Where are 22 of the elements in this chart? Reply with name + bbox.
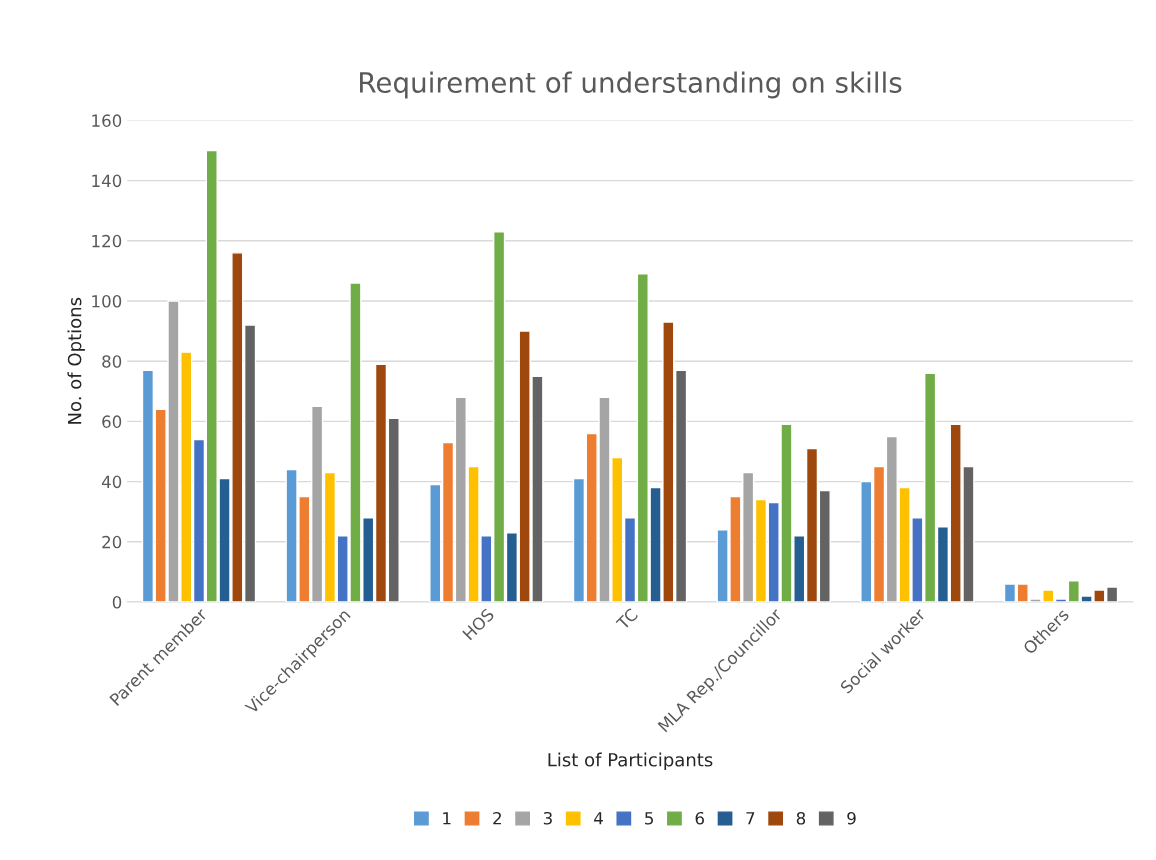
x-tick-label: TC: [615, 607, 639, 631]
y-tick-label: 20: [102, 535, 122, 549]
y-tick-label: 120: [92, 234, 122, 248]
y-axis-title: No. of Options: [67, 297, 85, 424]
legend-label: 2: [493, 811, 501, 825]
y-tick-label: 0: [112, 595, 122, 609]
chart-title: Requirement of understanding on skills: [360, 71, 902, 99]
legend-label: 3: [543, 811, 552, 825]
legend-label: 5: [645, 812, 653, 825]
y-tick-label: 140: [92, 174, 122, 188]
legend-label: 6: [695, 811, 704, 825]
legend-label: 9: [847, 811, 856, 825]
y-tick-label: 40: [101, 475, 122, 489]
legend-label: 1: [443, 812, 451, 825]
y-tick-label: 60: [102, 415, 122, 428]
legend-label: 4: [594, 812, 603, 825]
y-tick-label: 100: [92, 294, 122, 308]
y-tick-label: 160: [92, 114, 122, 127]
x-axis-title: List of Participants: [548, 752, 713, 771]
legend-label: 8: [796, 811, 806, 825]
y-tick-label: 80: [102, 355, 122, 368]
legend-label: 7: [746, 812, 755, 825]
